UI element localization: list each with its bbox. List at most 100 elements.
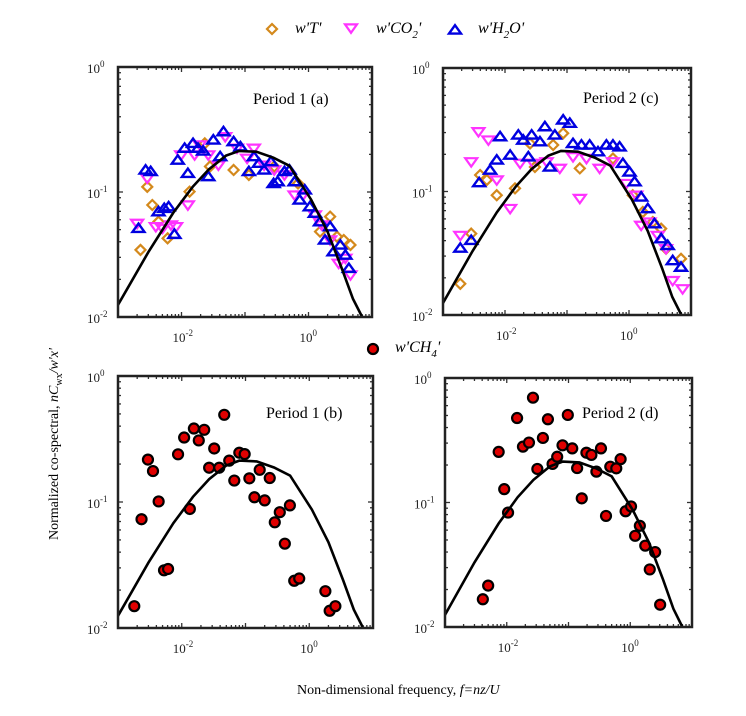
data-point-co2 [470, 126, 487, 139]
data-point-t [183, 185, 197, 199]
data-point-h2o [301, 199, 319, 212]
data-point-h2o [573, 138, 590, 150]
data-point-co2 [674, 284, 691, 296]
triangle-up-marker-icon [446, 23, 464, 35]
data-point-h2o [639, 201, 657, 214]
triangle-down-marker-icon [342, 23, 360, 35]
data-point-h2o [488, 153, 506, 165]
data-point-ch4 [510, 411, 524, 425]
data-point-h2o [276, 164, 293, 177]
data-point-ch4 [492, 445, 505, 458]
data-point-ch4 [152, 495, 165, 508]
data-point-t [291, 176, 305, 191]
data-point-ch4 [248, 491, 261, 504]
data-point-co2 [245, 143, 263, 155]
series-h2o [130, 124, 358, 274]
data-point-ch4 [575, 492, 588, 505]
data-point-h2o [142, 164, 160, 177]
data-point-ch4 [238, 447, 251, 461]
data-point-h2o [179, 166, 197, 179]
data-point-h2o [541, 160, 559, 172]
reference-curve [443, 149, 683, 315]
panel-title: Period 2 (d) [582, 405, 658, 422]
data-point-h2o [451, 241, 469, 253]
data-point-ch4 [178, 431, 191, 444]
data-point-h2o [215, 124, 232, 137]
data-point-ch4 [161, 562, 175, 576]
data-point-ch4 [293, 572, 306, 585]
plot-area [443, 68, 691, 315]
data-point-h2o [520, 149, 537, 162]
axes-frame [441, 66, 693, 317]
data-point-t [343, 238, 358, 252]
data-point-h2o [325, 244, 342, 257]
data-point-h2o [225, 134, 242, 147]
data-point-ch4 [268, 516, 281, 529]
data-point-ch4 [551, 450, 564, 463]
data-point-co2 [217, 131, 234, 144]
y-tick-label: 10-1 [87, 494, 108, 511]
data-point-h2o [672, 260, 690, 272]
data-point-ch4 [643, 563, 656, 576]
data-point-ch4 [482, 579, 495, 592]
data-point-h2o [291, 193, 309, 205]
data-point-ch4 [192, 434, 205, 447]
y-tick-label: 10-2 [87, 309, 108, 326]
legend-marker-ch4 [366, 342, 380, 356]
y-tick-label: 100 [87, 368, 105, 385]
data-point-ch4 [536, 431, 550, 445]
data-point-h2o [160, 199, 177, 212]
data-point-ch4 [614, 453, 627, 466]
data-point-co2 [501, 203, 519, 216]
data-point-h2o [155, 201, 173, 214]
data-point-h2o [652, 231, 670, 244]
data-point-ch4 [556, 439, 569, 452]
x-tick-label: 100 [621, 638, 639, 655]
data-point-t [606, 151, 620, 166]
legend-marker-t [265, 22, 279, 36]
data-point-co2 [664, 275, 681, 288]
data-layer [128, 124, 359, 282]
data-point-h2o [337, 248, 354, 260]
data-point-ch4 [203, 461, 216, 474]
data-point-h2o [659, 238, 677, 251]
data-point-t [453, 277, 467, 291]
data-point-ch4 [228, 474, 241, 487]
data-point-ch4 [283, 499, 296, 512]
legend-entry-h2o: w'H2O' [446, 20, 525, 41]
data-point-h2o [614, 156, 632, 169]
data-point-ch4 [522, 436, 536, 449]
data-point-ch4 [218, 408, 231, 421]
data-point-ch4 [566, 442, 579, 455]
axes-frame [443, 376, 694, 629]
data-point-ch4 [329, 600, 342, 613]
y-tick-label: 10-2 [412, 307, 433, 324]
data-point-h2o [194, 144, 212, 156]
data-point-ch4 [319, 585, 332, 598]
x-tick-label: 100 [300, 639, 318, 656]
data-point-co2 [564, 152, 582, 164]
data-point-ch4 [541, 413, 555, 426]
panels: 10-2 100 100 10-1 10-2 Period 1 (a) 10-2 100 100… [87, 59, 694, 656]
data-point-co2 [167, 221, 185, 234]
y-tick-label: 100 [412, 60, 430, 77]
data-point-h2o [340, 261, 358, 274]
y-tick-label: 10-2 [414, 619, 435, 636]
reference-curve [445, 460, 684, 627]
data-point-h2o [554, 113, 572, 125]
x-tick-label: 100 [620, 326, 638, 343]
legend-middle: w'CH4' [366, 339, 441, 360]
data-point-h2o [546, 128, 564, 140]
data-point-ch4 [571, 461, 584, 475]
data-point-ch4 [146, 464, 160, 478]
legend-label-t: w'T' [295, 20, 322, 37]
data-point-h2o [470, 175, 488, 188]
data-point-ch4 [273, 506, 286, 519]
data-point-h2o [501, 148, 519, 160]
data-point-h2o [130, 221, 147, 234]
axes-frame [116, 65, 374, 319]
x-tick-label: 100 [300, 328, 318, 345]
data-point-co2 [452, 230, 469, 243]
data-point-h2o [462, 233, 480, 246]
